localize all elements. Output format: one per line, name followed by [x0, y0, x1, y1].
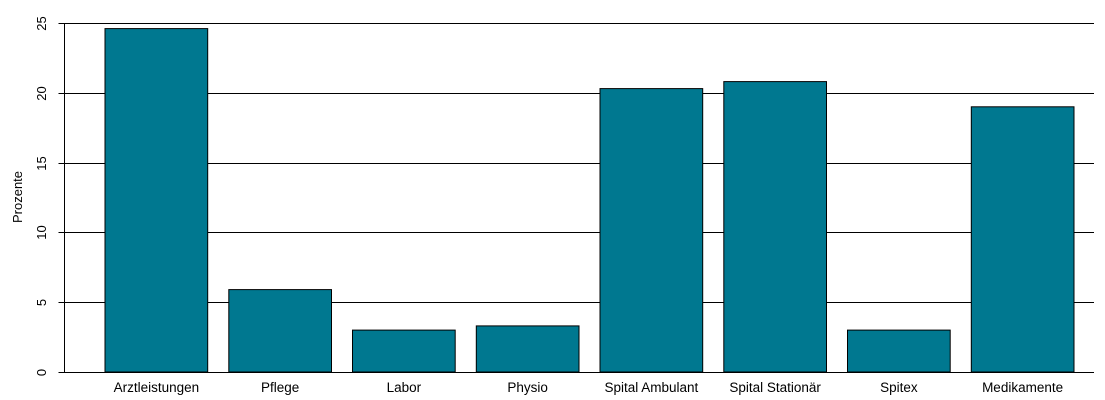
category-label: Arztleistungen	[114, 380, 200, 395]
bar-pflege	[228, 289, 332, 373]
bar-medikamente	[970, 106, 1075, 373]
bars	[104, 28, 1075, 373]
category-label: Pflege	[261, 380, 299, 395]
category-label: Spitex	[880, 380, 918, 395]
y-axis: 0 5 10 15 20 25	[34, 16, 65, 376]
y-tick-label: 15	[34, 156, 49, 170]
gridlines	[64, 23, 1094, 373]
category-label: Spital Stationär	[729, 380, 821, 395]
bar-arztleistungen	[104, 28, 209, 373]
category-label: Spital Ambulant	[604, 380, 698, 395]
y-tick-label: 25	[34, 16, 49, 30]
y-axis-title: Prozente	[10, 171, 25, 223]
bar-spital-stationär	[723, 81, 827, 373]
bar-labor	[352, 329, 456, 373]
category-label: Physio	[507, 380, 548, 395]
y-tick-label: 10	[34, 225, 49, 239]
y-tick-label: 5	[34, 299, 49, 306]
bar-physio	[475, 325, 580, 373]
bar-spitex	[847, 329, 951, 373]
y-tick-label: 0	[34, 369, 49, 376]
category-label: Labor	[387, 380, 422, 395]
y-tick-label: 20	[34, 86, 49, 100]
bar-spital-ambulant	[599, 88, 704, 373]
category-label: Medikamente	[982, 380, 1063, 395]
x-axis-category-labels: Arztleistungen Pflege Labor Physio Spital Am…	[114, 380, 1064, 395]
